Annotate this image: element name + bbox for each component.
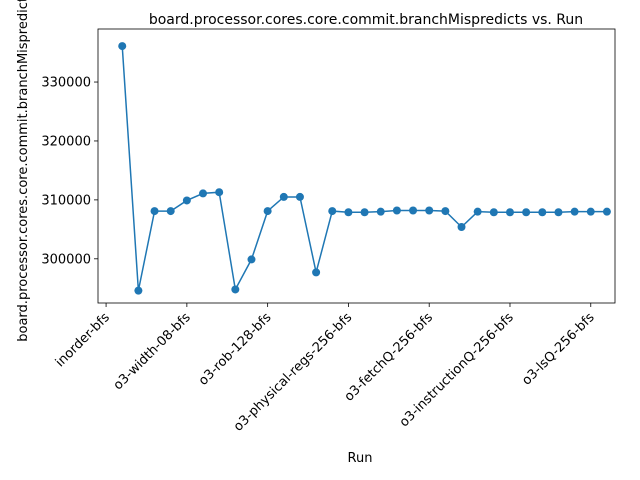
data-point [215, 188, 224, 197]
data-point [344, 208, 353, 217]
x-tick-label: o3-fetchQ-256-bfs [342, 310, 436, 404]
chart-title: board.processor.cores.core.commit.branch… [149, 12, 583, 28]
data-point [602, 207, 611, 216]
y-axis-ticks: 300000 310000 320000 330000 [41, 76, 98, 267]
data-point [522, 208, 531, 217]
y-tick-label: 330000 [41, 76, 91, 91]
x-tick-label: o3-lsQ-256-bfs [519, 310, 597, 388]
series-markers [118, 42, 611, 295]
data-point [279, 192, 288, 201]
data-point [295, 192, 304, 201]
data-point [376, 207, 385, 216]
data-point [409, 206, 418, 215]
data-point [570, 207, 579, 216]
data-point [441, 207, 450, 216]
data-point [166, 207, 175, 216]
data-point [182, 196, 191, 205]
x-tick-label: inorder-bfs [53, 310, 113, 370]
data-point [489, 208, 498, 217]
data-point [312, 268, 321, 277]
data-point [457, 222, 466, 231]
data-point [328, 207, 337, 216]
data-point [134, 286, 143, 295]
data-point [231, 285, 240, 294]
data-point [586, 207, 595, 216]
data-point [360, 208, 369, 217]
data-point [473, 207, 482, 216]
data-point [247, 255, 256, 264]
y-tick-label: 310000 [41, 193, 91, 208]
x-tick-label: o3-rob-128-bfs [196, 310, 275, 389]
y-tick-label: 320000 [41, 134, 91, 149]
x-tick-label: o3-width-08-bfs [111, 310, 194, 393]
data-point [554, 208, 563, 217]
data-point [538, 208, 547, 217]
plot-area [98, 29, 615, 303]
data-point [392, 206, 401, 215]
data-point [263, 207, 272, 216]
data-point [505, 208, 514, 217]
data-point [150, 207, 159, 216]
data-point [199, 189, 208, 198]
y-tick-label: 300000 [41, 252, 91, 267]
data-point [118, 42, 127, 51]
y-axis-label: board.processor.cores.core.commit.branch… [16, 0, 31, 342]
plot-frame [97, 28, 616, 304]
x-axis-label: Run [348, 451, 373, 466]
data-point [425, 206, 434, 215]
